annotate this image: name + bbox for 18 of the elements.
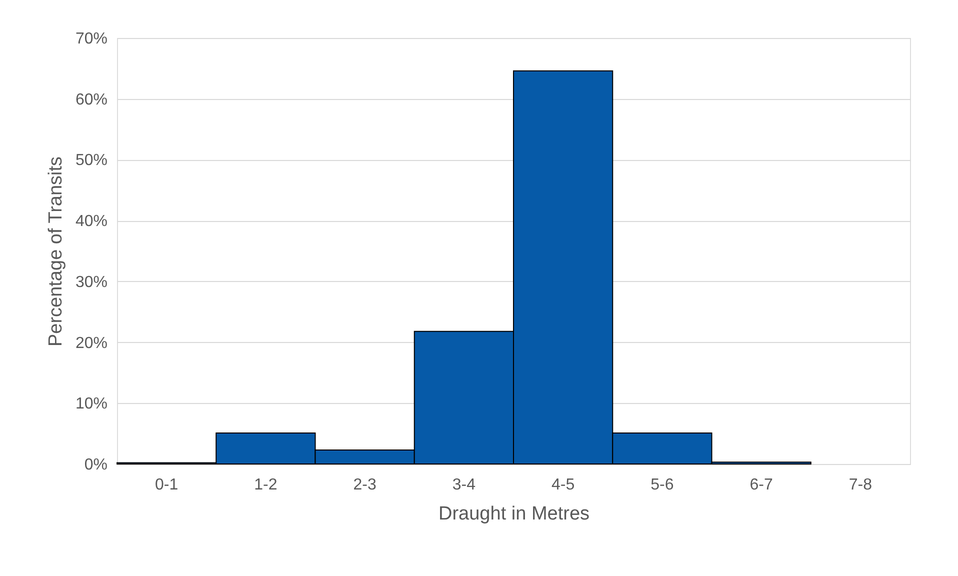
x-axis-title: Draught in Metres <box>438 504 590 524</box>
x-tick-label: 0-1 <box>155 476 178 494</box>
x-tick-label: 2-3 <box>353 476 376 494</box>
y-tick-label: 60% <box>75 91 108 108</box>
y-tick-label: 50% <box>75 152 108 170</box>
y-tick-label: 20% <box>75 334 108 352</box>
y-tick-label: 70% <box>75 30 108 48</box>
y-tick-label: 10% <box>75 396 108 413</box>
y-tick-label: 40% <box>75 213 108 230</box>
y-tick-label: 0% <box>84 456 108 474</box>
x-tick-label: 3-4 <box>452 476 476 494</box>
x-tick-label: 6-7 <box>750 476 773 494</box>
y-tick-label: 30% <box>75 274 108 291</box>
x-tick-label: 5-6 <box>650 476 674 494</box>
x-tick-label: 4-5 <box>552 476 575 494</box>
x-tick-label: 7-8 <box>848 476 872 494</box>
y-axis-title: Percentage of Transits <box>45 156 66 347</box>
x-tick-label: 1-2 <box>254 476 278 494</box>
